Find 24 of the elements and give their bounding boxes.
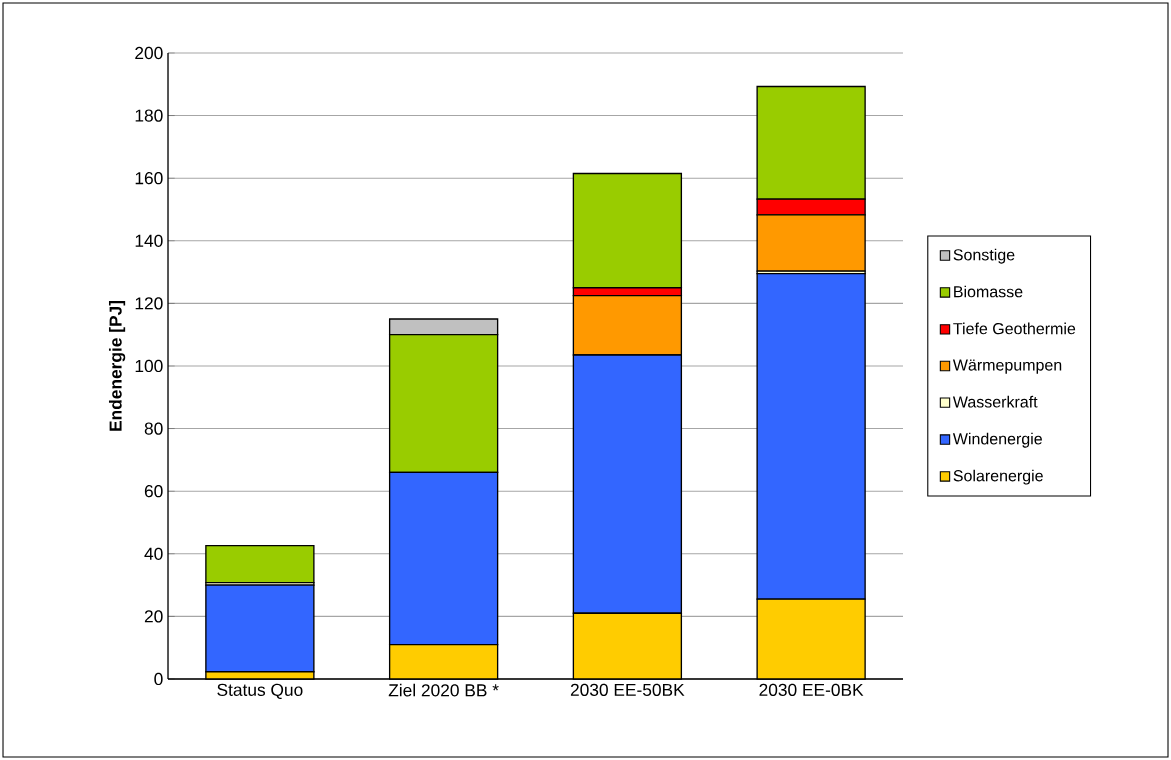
- legend-label: Sonstige: [953, 248, 1015, 264]
- legend-label: Biomasse: [954, 285, 1023, 298]
- y-tick-label: 120: [135, 297, 163, 310]
- y-tick-label: 0: [154, 672, 163, 686]
- x-tick-label: Status Quo: [217, 683, 303, 700]
- bar: [205, 544, 315, 584]
- legend-label: Windenergie: [952, 432, 1042, 448]
- y-tick-label: 20: [144, 610, 163, 623]
- y-tick-label: 140: [135, 234, 163, 247]
- legend-label: Solarenergie: [953, 469, 1043, 485]
- y-tick-label: 180: [135, 109, 163, 122]
- legend-label: Tiefe Geothermie: [953, 322, 1076, 335]
- y-axis-title: Endenergie [PJ]: [108, 300, 126, 431]
- legend-label: Wärmepumpen: [952, 359, 1062, 374]
- x-tick-label: 2030 EE-0BK: [759, 683, 864, 696]
- x-tick-label: 2030 EE-50BK: [570, 683, 685, 696]
- y-tick-label: 160: [135, 172, 163, 185]
- y-tick-label: 60: [144, 485, 163, 498]
- y-tick-label: 80: [144, 422, 163, 435]
- y-tick-label: 200: [135, 46, 163, 60]
- legend-label: Wasserkraft: [952, 395, 1038, 408]
- x-tick-label: Ziel 2020 BB *: [388, 683, 499, 697]
- y-tick-label: 40: [144, 547, 163, 560]
- y-tick-label: 100: [135, 359, 163, 373]
